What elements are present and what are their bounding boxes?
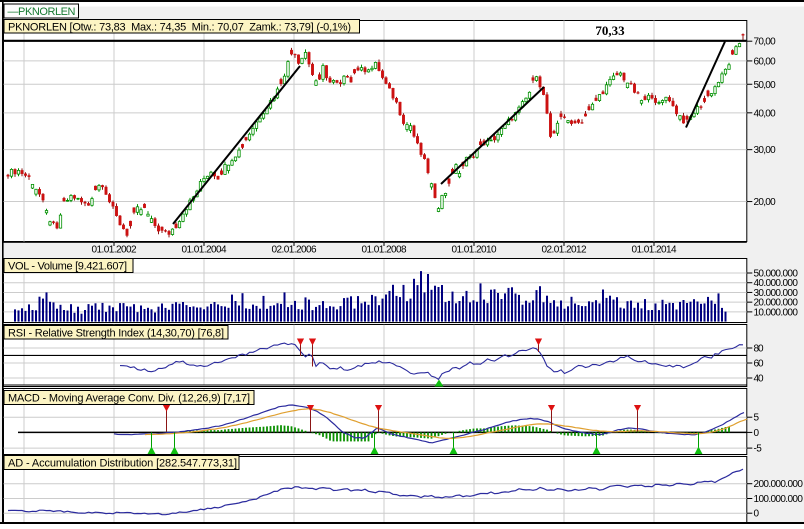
svg-text:0: 0 bbox=[754, 428, 760, 439]
svg-text:PKNORLEN [Otw.: 73,83 Max.: 7: PKNORLEN [Otw.: 73,83 Max.: 74,35 Min.: … bbox=[8, 21, 351, 33]
svg-text:20,00: 20,00 bbox=[754, 197, 777, 208]
svg-text:AD - Accumulation Distribution: AD - Accumulation Distribution [282.547.… bbox=[8, 457, 237, 469]
svg-text:30,00: 30,00 bbox=[754, 145, 777, 156]
svg-text:-5: -5 bbox=[754, 444, 763, 455]
svg-text:200.000.000: 200.000.000 bbox=[754, 479, 804, 490]
svg-text:MACD - Moving Average Conv. Di: MACD - Moving Average Conv. Div. (12,26,… bbox=[8, 392, 250, 404]
svg-text:80: 80 bbox=[754, 344, 764, 355]
svg-text:01.01.2014: 01.01.2014 bbox=[632, 245, 677, 256]
svg-text:01.01.2010: 01.01.2010 bbox=[452, 245, 497, 256]
svg-text:VOL - Volume [9.421.607]: VOL - Volume [9.421.607] bbox=[8, 260, 127, 272]
svg-text:01.01.2008: 01.01.2008 bbox=[362, 245, 407, 256]
svg-text:0: 0 bbox=[754, 509, 760, 520]
svg-text:60: 60 bbox=[754, 359, 764, 370]
svg-text:10.000.000: 10.000.000 bbox=[754, 307, 799, 318]
svg-text:70,33: 70,33 bbox=[595, 23, 625, 38]
svg-text:01.01.2002: 01.01.2002 bbox=[92, 245, 137, 256]
svg-text:5: 5 bbox=[754, 413, 760, 424]
svg-text:01.01.2004: 01.01.2004 bbox=[182, 245, 227, 256]
svg-text:60,00: 60,00 bbox=[754, 56, 777, 67]
svg-text:RSI - Relative Strength Index: RSI - Relative Strength Index (14,30,70)… bbox=[8, 327, 224, 339]
svg-text:02.01.2006: 02.01.2006 bbox=[272, 245, 317, 256]
svg-text:100.000.000: 100.000.000 bbox=[754, 494, 804, 505]
svg-text:40,00: 40,00 bbox=[754, 108, 777, 119]
svg-text:70,00: 70,00 bbox=[754, 37, 777, 48]
svg-text:—PKNORLEN: —PKNORLEN bbox=[8, 6, 76, 18]
svg-text:50,00: 50,00 bbox=[754, 80, 777, 91]
svg-text:40: 40 bbox=[754, 374, 764, 385]
svg-text:02.01.2012: 02.01.2012 bbox=[542, 245, 587, 256]
